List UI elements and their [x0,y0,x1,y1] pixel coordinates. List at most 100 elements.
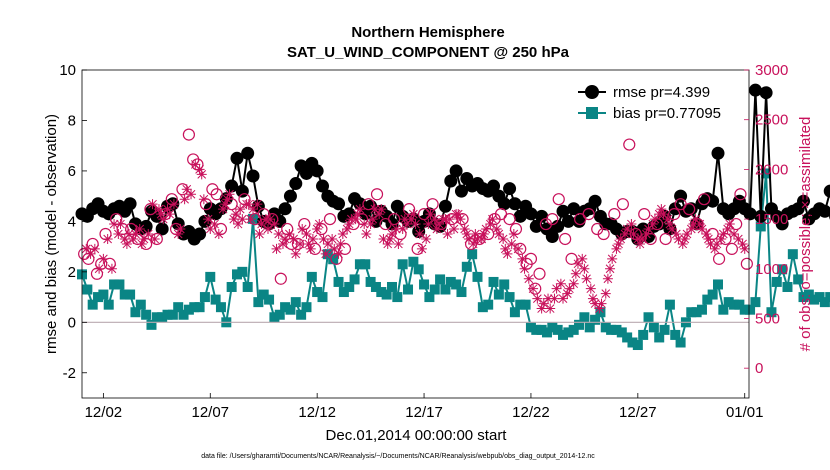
obs-assimilated-point [523,273,534,284]
data-file-caption: data file: /Users/gharamti/Documents/NCA… [201,453,595,460]
obs-assimilated-point [181,184,192,195]
bias-point [365,276,376,287]
obs-assimilated-point [252,199,263,210]
bias-point [670,329,681,340]
obs-possible-point [533,267,546,280]
obs-assimilated-point [423,219,434,230]
obs-assimilated-point [656,204,667,215]
obs-assimilated-point [393,238,404,249]
obs-assimilated-point [269,219,280,230]
bias-point [558,329,569,340]
rmse-point [449,164,463,178]
obs-assimilated-point [391,224,402,235]
bias-point [333,276,344,287]
obs-possible-point [402,203,416,216]
obs-assimilated-point [382,238,393,249]
obs-assimilated-point [196,169,207,180]
obs-assimilated-point [408,209,419,220]
obs-assimilated-point [579,263,590,274]
bias-point [745,304,756,315]
obs-assimilated-point [502,248,513,259]
obs-assimilated-point [277,238,288,249]
obs-possible-point [623,138,636,151]
obs-assimilated-point [102,233,113,244]
obs-assimilated-point [585,283,596,294]
obs-possible-point [740,257,753,270]
obs-assimilated-point [359,219,370,230]
obs-assimilated-point [594,303,605,314]
obs-assimilated-point [455,214,466,225]
obs-possible-point [668,208,681,221]
bias-point [632,340,643,351]
obs-possible-point [281,222,294,236]
obs-assimilated-point [434,219,445,230]
obs-assimilated-point [470,229,481,239]
x-tick-label: 12/27 [619,404,657,421]
obs-assimilated-point [369,204,380,215]
rmse-point [759,86,773,100]
obs-assimilated-point [694,219,705,230]
bias-point [579,312,590,323]
rmse-point [444,174,458,188]
rmse-point [289,177,303,191]
rmse-point [230,151,244,165]
obs-assimilated-point [179,194,190,205]
rmse-point [342,207,356,221]
obs-assimilated-point [425,209,436,220]
obs-possible-point [725,242,738,256]
bias-point [194,302,205,313]
bias-point [237,266,248,277]
obs-assimilated-point [519,263,530,274]
bias-point [520,299,531,310]
rmse-point [454,184,468,198]
obs-possible-point [362,198,375,211]
obs-assimilated-point [320,248,331,259]
obs-assimilated-point [378,233,389,244]
rmse-point [246,169,260,183]
obs-assimilated-point [673,233,684,244]
y-tick-label: 8 [68,112,76,129]
bias-point [173,302,184,313]
obs-assimilated-point [233,219,244,230]
rmse-point [567,202,581,216]
bias-point [643,312,654,323]
obs-assimilated-point [337,229,348,239]
obs-assimilated-point [288,233,299,244]
bias-point [328,254,339,265]
bias-point [445,276,456,287]
obs-possible-point [103,257,116,270]
obs-assimilated-point [94,263,105,274]
legend-rmse-label: rmse pr=4.399 [613,84,710,101]
obs-assimilated-point [682,229,693,239]
rmse-point [332,197,346,211]
bias-point [109,279,120,290]
rmse-point [561,214,575,228]
obs-assimilated-point [739,243,750,254]
obs-assimilated-point [688,219,699,230]
bias-point [413,264,424,275]
bias-point [349,274,360,285]
rmse-point [797,194,811,208]
obs-assimilated-point [500,243,511,254]
obs-assimilated-point [205,224,216,235]
obs-assimilated-point [303,238,314,249]
obs-assimilated-point [153,204,164,215]
obs-possible-point [274,272,287,285]
bias-point [584,322,595,333]
bias-point [429,284,440,295]
obs-assimilated-point [374,209,385,220]
y2-tick-label: 0 [755,360,763,377]
obs-assimilated-point [491,224,502,235]
obs-assimilated-point [568,278,579,289]
bias-point [798,292,809,303]
obs-assimilated-point [416,243,427,254]
obs-assimilated-point [213,229,224,239]
obs-assimilated-point [564,283,575,294]
bias-point [440,284,451,295]
obs-assimilated-point [384,233,395,244]
bias-point [381,289,392,300]
obs-assimilated-point [442,229,453,239]
obs-assimilated-point [124,229,135,239]
obs-possible-point [698,193,711,206]
obs-assimilated-point [115,219,126,230]
